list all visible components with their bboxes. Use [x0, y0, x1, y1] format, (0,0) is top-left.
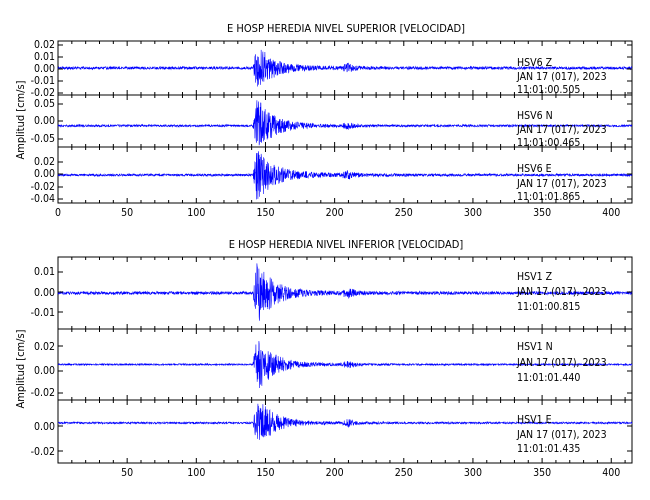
- x-tick-label: 250: [395, 467, 413, 479]
- time-label: 11:01:00.815: [517, 301, 580, 313]
- y-tick-label: -0.01: [31, 307, 55, 319]
- y-tick-label: -0.02: [31, 87, 55, 99]
- date-label: JAN 17 (017), 2023: [516, 286, 607, 298]
- panel-hsv1-z: 0.01 0.00 -0.01 HSV1 Z JAN 17 (017), 202…: [31, 256, 633, 330]
- bottom-y-axis-label: Amplitud [cm/s]: [14, 329, 27, 408]
- panel-hsv1-e: 0.00 -0.02 HSV1 E JAN 17 (017), 2023 11:…: [31, 399, 633, 464]
- waveform-hsv6-z: [57, 49, 633, 87]
- y-tick-label: -0.04: [31, 193, 55, 205]
- time-label: 11:01:01.865: [517, 191, 580, 203]
- y-tick-label: 0.02: [34, 341, 55, 353]
- station-component-label: HSV1 E: [517, 414, 552, 426]
- y-tick-label: -0.02: [31, 387, 55, 399]
- y-tick-label: 0.00: [34, 168, 55, 180]
- x-tick-label: 300: [464, 207, 482, 219]
- panel-hsv6-e: 0.02 0.00 -0.02 -0.04 HSV6 E JAN 17 (017…: [31, 146, 633, 205]
- x-tick-label: 100: [187, 207, 205, 219]
- waveform-hsv6-e: [57, 151, 633, 200]
- date-label: JAN 17 (017), 2023: [516, 124, 607, 136]
- station-component-label: HSV6 E: [517, 163, 552, 175]
- y-tick-label: -0.01: [31, 75, 55, 87]
- y-tick-label: 0.00: [34, 115, 55, 127]
- date-label: JAN 17 (017), 2023: [516, 429, 607, 441]
- panel-hsv6-n: 0.05 0.00 -0.05 HSV6 N JAN 17 (017), 202…: [31, 94, 633, 149]
- waveform-hsv6-n: [57, 100, 633, 146]
- x-tick-label: 350: [533, 207, 551, 219]
- date-label: JAN 17 (017), 2023: [516, 357, 607, 369]
- x-tick-label: 150: [256, 207, 274, 219]
- y-tick-label: 0.00: [34, 287, 55, 299]
- x-tick-label: 0: [55, 207, 61, 219]
- y-tick-label: 0.01: [34, 266, 55, 278]
- x-tick-label: 400: [602, 207, 620, 219]
- x-tick-label: 50: [121, 207, 133, 219]
- x-tick-label: 250: [395, 207, 413, 219]
- x-tick-label: 400: [602, 467, 620, 479]
- date-label: JAN 17 (017), 2023: [516, 71, 607, 83]
- x-tick-label: 200: [326, 467, 344, 479]
- time-label: 11:01:01.440: [517, 372, 580, 384]
- y-tick-label: 0.00: [34, 63, 55, 75]
- time-label: 11:01:00.465: [517, 137, 580, 149]
- panel-hsv1-n: 0.02 0.00 -0.02 HSV1 N JAN 17 (017), 202…: [31, 328, 633, 401]
- waveform-hsv1-e: [57, 403, 633, 440]
- time-label: 11:01:00.505: [517, 84, 580, 96]
- time-label: 11:01:01.435: [517, 443, 580, 455]
- station-component-label: HSV6 N: [517, 110, 553, 122]
- top-x-axis: 0 50 100 150 200 250 300 350 400: [55, 207, 620, 219]
- x-tick-label: 200: [326, 207, 344, 219]
- date-label: JAN 17 (017), 2023: [516, 178, 607, 190]
- bottom-x-axis: 50 100 150 200 250 300 350 400: [121, 467, 620, 479]
- x-tick-label: 50: [121, 467, 133, 479]
- waveform-hsv1-n: [57, 341, 633, 388]
- station-component-label: HSV6 Z: [517, 57, 553, 69]
- y-tick-label: -0.02: [31, 446, 55, 458]
- station-component-label: HSV1 N: [517, 341, 553, 353]
- y-tick-label: -0.02: [31, 181, 55, 193]
- station-component-label: HSV1 Z: [517, 271, 553, 283]
- y-tick-label: -0.05: [31, 133, 55, 145]
- y-tick-label: 0.01: [34, 51, 55, 63]
- panel-hsv6-z: 0.02 0.01 0.00 -0.01 -0.02 HSV6 Z JAN 17…: [31, 39, 633, 99]
- y-tick-label: 0.00: [34, 421, 55, 433]
- bottom-chart-title: E HOSP HEREDIA NIVEL INFERIOR [VELOCIDAD…: [229, 238, 464, 251]
- y-tick-label: 0.05: [34, 98, 55, 110]
- top-chart-title: E HOSP HEREDIA NIVEL SUPERIOR [VELOCIDAD…: [227, 22, 465, 35]
- waveform-hsv1-z: [57, 263, 633, 321]
- x-tick-label: 100: [187, 467, 205, 479]
- top-y-axis-label: Amplitud [cm/s]: [14, 80, 27, 159]
- panel-frame: [57, 399, 633, 464]
- y-tick-label: 0.00: [34, 365, 55, 377]
- y-tick-label: 0.02: [34, 156, 55, 168]
- x-tick-label: 150: [256, 467, 274, 479]
- x-tick-label: 350: [533, 467, 551, 479]
- y-tick-label: 0.02: [34, 39, 55, 51]
- x-tick-label: 300: [464, 467, 482, 479]
